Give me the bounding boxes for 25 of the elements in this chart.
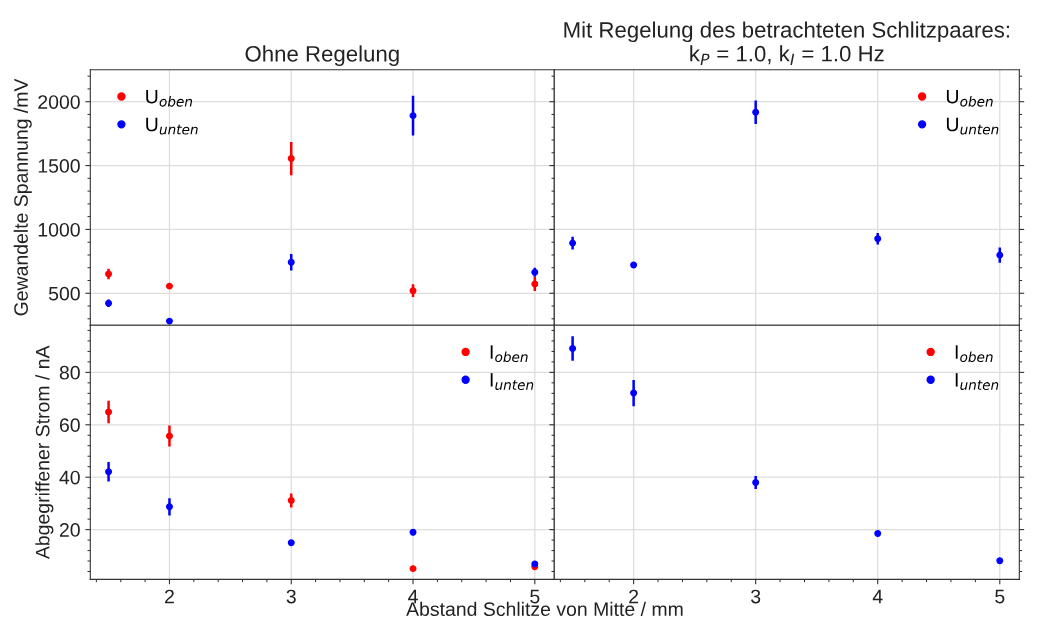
y-tick-label: 60: [59, 418, 80, 433]
x-tick-label: 3: [751, 589, 761, 604]
x-tick-label: 4: [872, 589, 883, 604]
y-tick-label: 40: [59, 470, 80, 485]
legend-label: I$_{oben}$: [490, 345, 528, 363]
chart-title: Mit Regelung des betrachteten Schlitzpaares: k$_{P}$ = 1.0, k$_{I}$ = 1.0 Hz: [564, 21, 1009, 65]
y-tick-label: 80: [59, 365, 80, 380]
y-axis-title: Gewandelte Spannung /mV: [13, 78, 32, 316]
y-tick-label: 2000: [38, 95, 80, 109]
legend-label: U$_{oben}$: [946, 89, 993, 107]
x-tick-label: 5: [995, 589, 1005, 604]
legend-label: U$_{unten}$: [146, 117, 198, 135]
legend-label: I$_{unten}$: [490, 373, 534, 390]
legend-label: U$_{unten}$: [946, 117, 999, 135]
legend-label: U$_{oben}$: [146, 89, 193, 107]
legend-label: I$_{oben}$: [955, 345, 993, 363]
y-axis-title: Abgegriffener Strom / nA: [35, 345, 54, 560]
y-tick-label: 20: [59, 523, 80, 537]
y-tick-label: 1500: [38, 159, 80, 173]
y-tick-label: 500: [48, 286, 80, 301]
legend-label: I$_{unten}$: [955, 373, 999, 390]
y-tick-label: 1000: [38, 222, 80, 237]
x-tick-label: 3: [286, 589, 296, 604]
x-tick-label: 2: [165, 589, 174, 604]
chart-title: Ohne Regelung: [245, 45, 399, 67]
